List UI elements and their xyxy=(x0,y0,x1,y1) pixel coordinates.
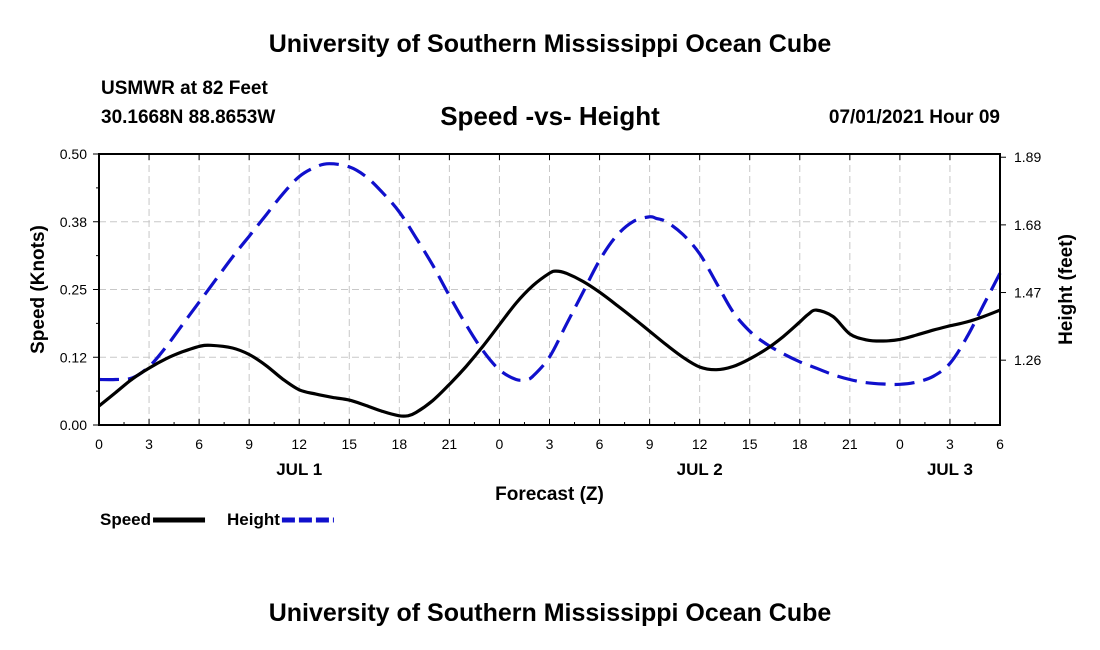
x-tick-label: 0 xyxy=(896,436,904,452)
station-coordinates: 30.1668N 88.8653W xyxy=(101,107,276,128)
series-lines xyxy=(98,162,1002,418)
x-tick-label: 0 xyxy=(496,436,504,452)
legend-label: Height xyxy=(227,510,280,529)
y-left-tick-label: 0.38 xyxy=(60,214,87,230)
x-tick-label: 9 xyxy=(646,436,654,452)
x-tick-label: 3 xyxy=(946,436,954,452)
x-tick-label: 3 xyxy=(546,436,554,452)
y-right-tick-label: 1.68 xyxy=(1014,217,1041,233)
height-series-line xyxy=(98,162,1002,387)
x-tick-label: 12 xyxy=(692,436,708,452)
axis-labels: 0 3 6 9 12 15 18 21 0 3 6 9 12 15 18 21 0 3 6 0.00 0.12 0.25 0… xyxy=(28,146,1077,505)
y-left-tick-label: 0.12 xyxy=(60,349,87,365)
plot-frame xyxy=(98,153,1001,426)
y-left-tick-label: 0.25 xyxy=(60,282,87,298)
x-axis-title: Forecast (Z) xyxy=(495,484,604,505)
page-title: University of Southern Mississippi Ocean… xyxy=(268,30,832,58)
x-tick-label: 15 xyxy=(742,436,758,452)
x-tick-label: 12 xyxy=(291,436,307,452)
footer-title: University of Southern Mississippi Ocean… xyxy=(268,599,832,627)
y-right-tick-label: 1.26 xyxy=(1014,352,1041,368)
day-label: JUL 2 xyxy=(677,460,723,479)
x-tick-label: 18 xyxy=(792,436,808,452)
grid xyxy=(99,154,1000,425)
day-label: JUL 3 xyxy=(927,460,973,479)
y-right-axis-title: Height (feet) xyxy=(1056,234,1077,345)
x-tick-label: 0 xyxy=(95,436,103,452)
chart-title: Speed -vs- Height xyxy=(440,101,660,131)
x-tick-label: 18 xyxy=(392,436,408,452)
x-tick-label: 21 xyxy=(842,436,858,452)
forecast-datetime: 07/01/2021 Hour 09 xyxy=(828,107,1000,128)
legend-label: Speed xyxy=(100,510,151,529)
y-left-tick-label: 0.00 xyxy=(60,417,87,433)
station-label: USMWR at 82 Feet xyxy=(101,78,268,99)
legend: Speed Height xyxy=(100,510,334,529)
y-right-tick-label: 1.89 xyxy=(1014,149,1041,165)
x-tick-label: 3 xyxy=(145,436,153,452)
y-right-tick-label: 1.47 xyxy=(1014,285,1041,301)
x-tick-label: 15 xyxy=(341,436,357,452)
x-tick-label: 6 xyxy=(996,436,1004,452)
x-tick-label: 6 xyxy=(596,436,604,452)
x-tick-label: 9 xyxy=(245,436,253,452)
speed-series-line xyxy=(98,269,1001,418)
day-label: JUL 1 xyxy=(276,460,322,479)
x-tick-label: 21 xyxy=(442,436,458,452)
y-left-tick-label: 0.50 xyxy=(60,146,87,162)
x-tick-label: 6 xyxy=(195,436,203,452)
y-left-axis-title: Speed (Knots) xyxy=(28,225,49,354)
